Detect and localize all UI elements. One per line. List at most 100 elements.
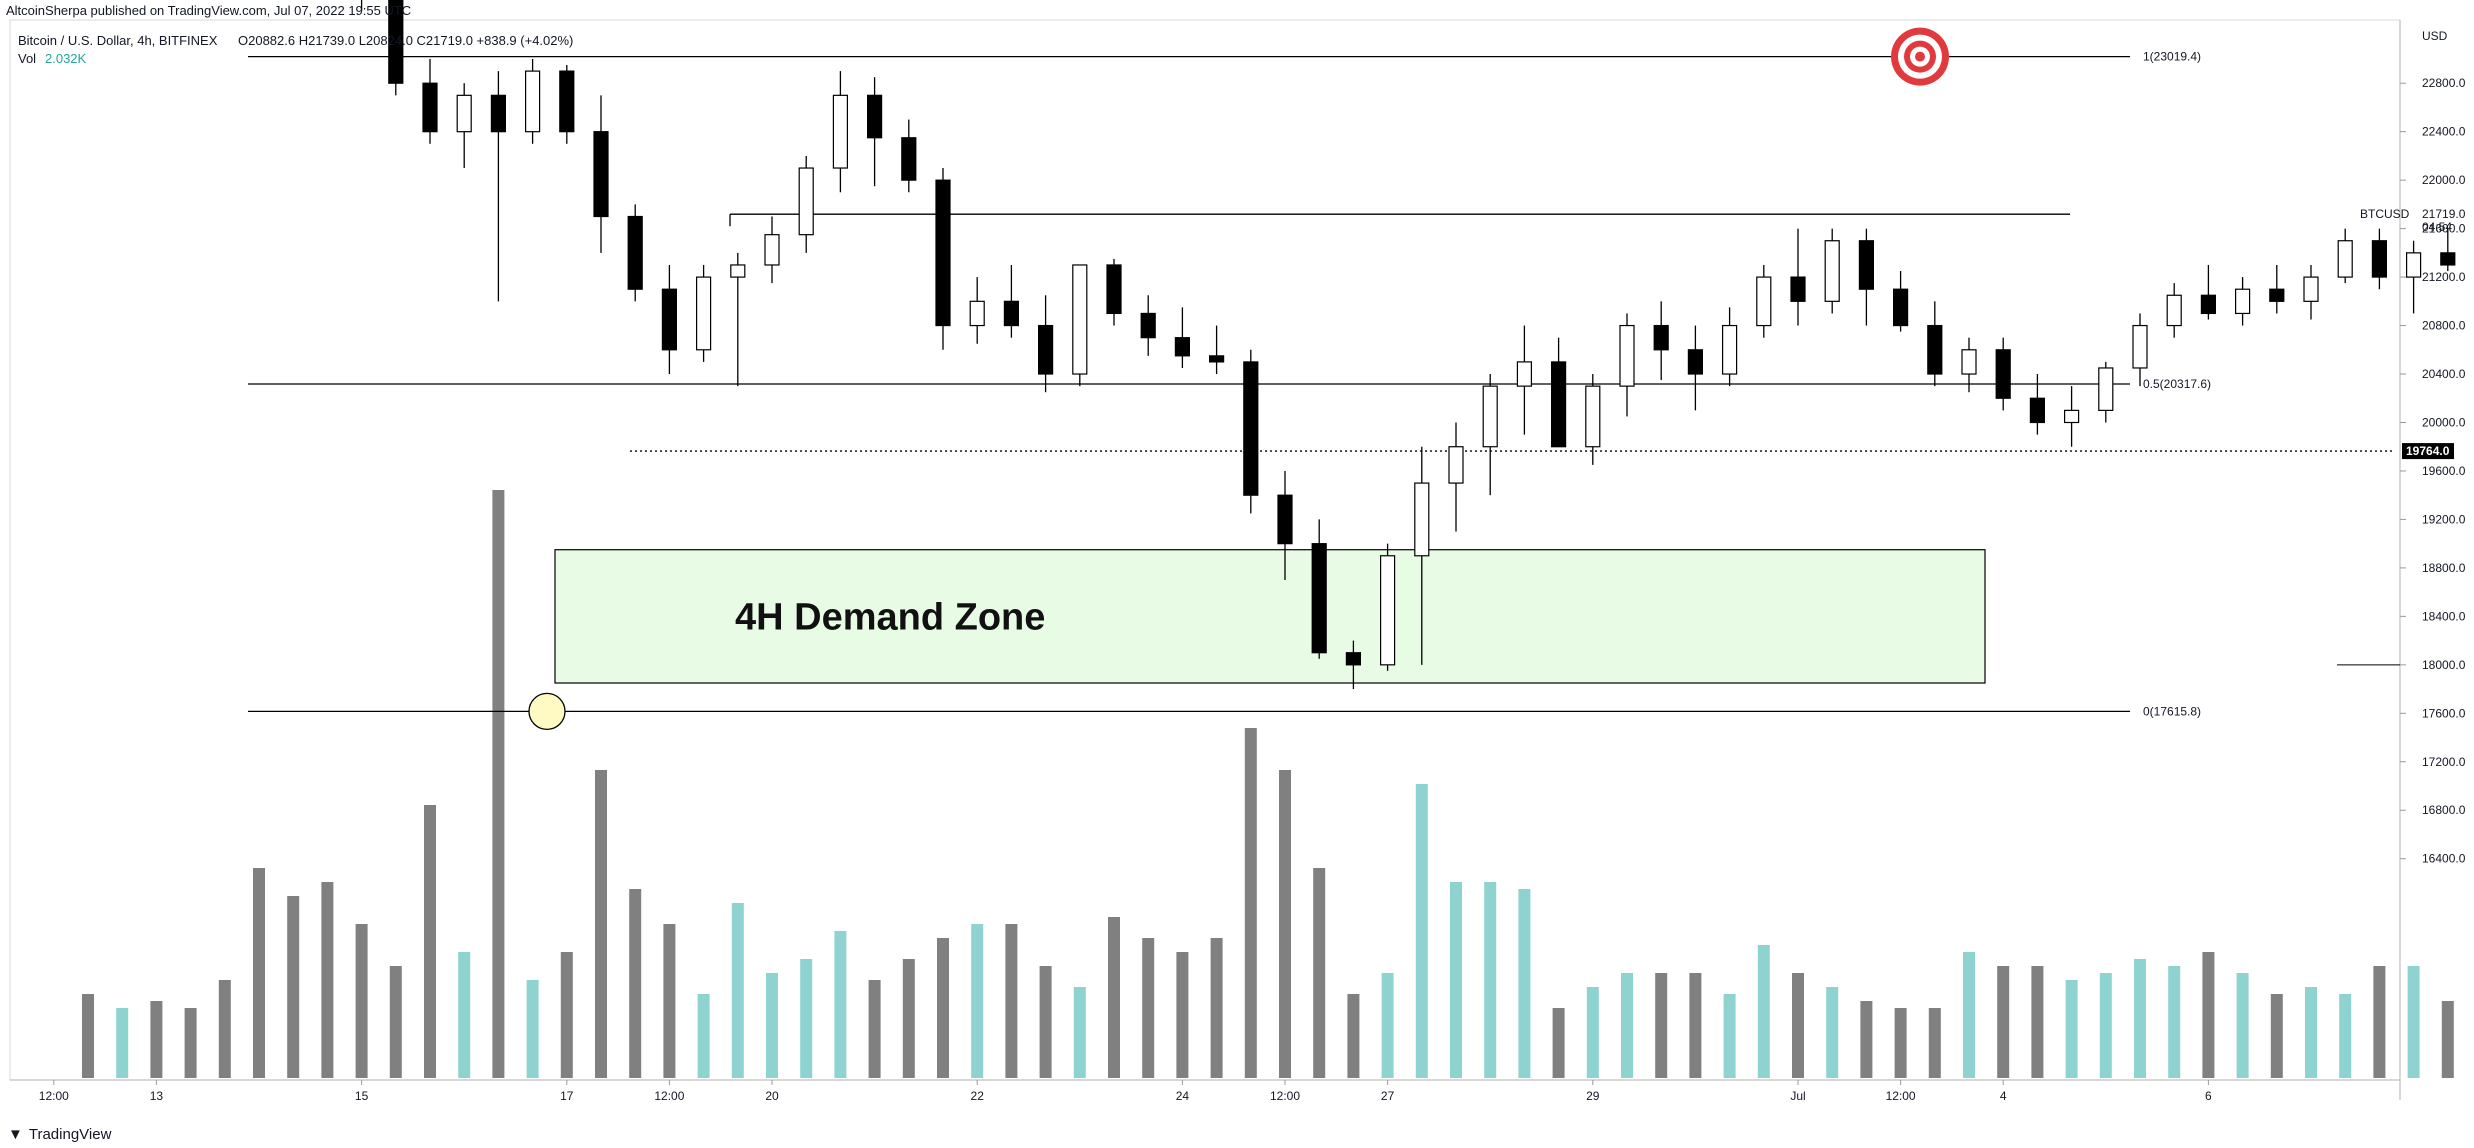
tradingview-logo: ▼ TradingView — [8, 1126, 111, 1143]
candle-body[interactable] — [2440, 252, 2456, 266]
volume-bar — [355, 924, 368, 1078]
volume-label: Vol — [18, 51, 37, 66]
candle-body[interactable] — [1927, 324, 1943, 375]
candle-body[interactable] — [1721, 324, 1738, 375]
volume-bar — [766, 973, 778, 1078]
volume-bar — [560, 952, 573, 1078]
volume-bar — [1176, 952, 1189, 1078]
candle-body[interactable] — [2406, 252, 2422, 278]
candle-body[interactable] — [1345, 652, 1362, 666]
volume-bar — [2339, 994, 2352, 1078]
candle-body[interactable] — [2269, 288, 2285, 302]
time-tick-label: 20 — [765, 1089, 779, 1103]
candle-body[interactable] — [1824, 240, 1840, 302]
volume-bar — [971, 924, 984, 1078]
candle-body[interactable] — [559, 70, 575, 133]
volume-bar — [697, 994, 710, 1078]
candle-body[interactable] — [1790, 276, 1806, 302]
candle-body[interactable] — [456, 94, 472, 133]
candle-body[interactable] — [901, 137, 917, 181]
volume-bar — [1894, 1008, 1907, 1078]
level-label: 1(23019.4) — [2143, 50, 2201, 64]
price-tick-label: 17200.0 — [2422, 755, 2466, 769]
candle-body[interactable] — [1756, 276, 1772, 327]
candle-body[interactable] — [593, 131, 609, 218]
bar-countdown: 04:54 — [2422, 220, 2452, 234]
candle-body[interactable] — [730, 264, 746, 278]
candle-body[interactable] — [2132, 324, 2148, 369]
candle-body[interactable] — [1037, 324, 1054, 375]
candle-body[interactable] — [1003, 300, 1020, 327]
candle-body[interactable] — [2303, 276, 2319, 302]
candle-body[interactable] — [2098, 367, 2114, 411]
volume-bar — [595, 770, 607, 1078]
volume-bar — [629, 889, 642, 1078]
candle-body[interactable] — [1687, 349, 1704, 375]
volume-bar — [1381, 973, 1394, 1078]
candle-body[interactable] — [1995, 349, 2011, 399]
candle-body[interactable] — [1106, 264, 1122, 315]
candle-body[interactable] — [1277, 494, 1293, 545]
candle-body[interactable] — [2371, 240, 2387, 278]
candle-body[interactable] — [422, 82, 438, 133]
volume-bar — [902, 959, 915, 1078]
candle-body[interactable] — [1653, 324, 1669, 351]
candle-body[interactable] — [866, 94, 883, 139]
candle-body[interactable] — [2029, 397, 2046, 424]
volume-bar — [2134, 959, 2146, 1078]
candle-body[interactable] — [1072, 264, 1088, 375]
volume-bar — [389, 966, 402, 1078]
candle-body[interactable] — [2337, 240, 2353, 278]
candle-body[interactable] — [935, 179, 951, 327]
symbol-title[interactable]: Bitcoin / U.S. Dollar, 4h, BITFINEX — [18, 33, 218, 48]
candle-body[interactable] — [2166, 294, 2182, 327]
swing-low-marker[interactable] — [528, 692, 566, 731]
candle-body[interactable] — [1208, 355, 1225, 363]
tradingview-logo-icon: ▼ — [8, 1126, 23, 1143]
candle-body[interactable] — [764, 234, 780, 266]
publisher-line: AltcoinSherpa published on TradingView.c… — [6, 3, 412, 18]
candle-body[interactable] — [969, 300, 985, 327]
volume-bar — [492, 490, 505, 1078]
volume-bar — [321, 882, 334, 1078]
candle-body[interactable] — [1311, 543, 1327, 654]
candle-body[interactable] — [2064, 409, 2080, 424]
candle-body[interactable] — [1448, 446, 1464, 484]
candle-body[interactable] — [1550, 361, 1567, 448]
candle-body[interactable] — [661, 288, 678, 351]
candle-body[interactable] — [1482, 385, 1498, 448]
candle-body[interactable] — [490, 94, 506, 133]
volume-bar — [1279, 770, 1291, 1078]
volume-bar — [253, 868, 265, 1078]
candle-body[interactable] — [2200, 294, 2216, 315]
candle-body[interactable] — [1243, 361, 1259, 496]
candle-body[interactable] — [1858, 240, 1875, 290]
candle-body[interactable] — [1414, 482, 1430, 557]
candle-body[interactable] — [695, 276, 712, 351]
candle-body[interactable] — [798, 167, 814, 236]
candle-body[interactable] — [1619, 324, 1635, 387]
candle-body[interactable] — [388, 0, 404, 84]
volume-bar — [1347, 994, 1360, 1078]
candle-body[interactable] — [1516, 361, 1533, 387]
price-tick-label: 22800.0 — [2422, 76, 2466, 90]
candle-body[interactable] — [832, 94, 849, 169]
time-tick-label: 12:00 — [39, 1089, 69, 1103]
candle-body[interactable] — [1961, 349, 1977, 375]
demand-zone-box[interactable] — [554, 549, 1986, 684]
volume-bar — [116, 1008, 129, 1078]
candle-body[interactable] — [2235, 288, 2251, 315]
time-tick-label: 12:00 — [1886, 1089, 1916, 1103]
volume-bar — [1586, 987, 1599, 1078]
candle-body[interactable] — [524, 70, 541, 133]
candle-body[interactable] — [1140, 312, 1156, 339]
candle-body[interactable] — [627, 215, 643, 290]
volume-bar — [1415, 784, 1428, 1078]
candle-body[interactable] — [1585, 385, 1601, 448]
volume-bar — [1518, 889, 1531, 1078]
candle-body[interactable] — [1892, 288, 1909, 327]
volume-bar — [1997, 966, 2010, 1078]
candle-body[interactable] — [1174, 337, 1191, 357]
candle-body[interactable] — [1379, 555, 1396, 666]
